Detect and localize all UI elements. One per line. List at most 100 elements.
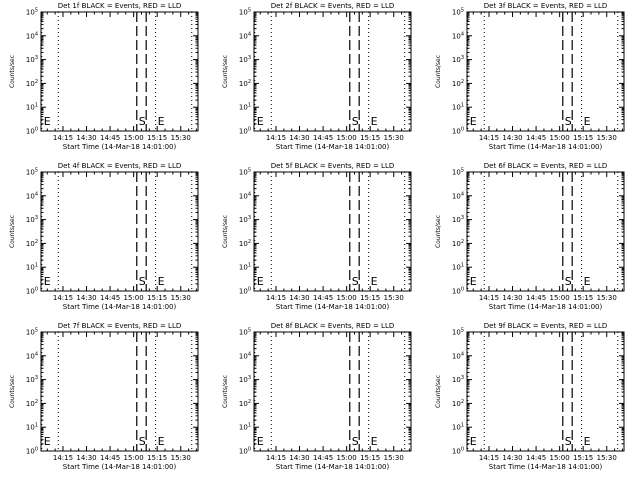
x-axis-label: Start Time (14-Mar-18 14:01:00)	[489, 303, 603, 311]
x-tick-label: 14:45	[526, 294, 546, 302]
y-tick-label: 101	[452, 103, 464, 112]
plot-frame	[40, 331, 199, 452]
detector-panel-3: Det 3f BLACK = Events, RED = LLD 100 101 10…	[435, 2, 625, 151]
y-tick-label: 104	[452, 191, 464, 200]
x-tick-label: 14:15	[53, 294, 73, 302]
y-tick-label: 102	[452, 79, 464, 88]
y-tick-label: 101	[26, 103, 38, 112]
y-tick-label: 103	[239, 55, 251, 64]
panel-title: Det 1f BLACK = Events, RED = LLD	[58, 2, 181, 10]
marker-label-e: E	[371, 275, 378, 288]
x-tick-label: 14:45	[100, 134, 120, 142]
marker-label-s: S	[139, 275, 146, 288]
x-tick-label: 15:30	[171, 134, 191, 142]
x-tick-label: 15:30	[171, 454, 191, 462]
detector-panel-5: Det 5f BLACK = Events, RED = LLD 100 101 10…	[222, 162, 412, 311]
marker-label-s: S	[565, 275, 572, 288]
y-tick-label: 100	[26, 127, 38, 136]
plot-frame	[466, 171, 625, 292]
x-axis-label: Start Time (14-Mar-18 14:01:00)	[276, 463, 390, 471]
x-tick-label: 14:15	[266, 454, 286, 462]
marker-label-e: E	[584, 115, 591, 128]
y-tick-label: 103	[26, 215, 38, 224]
y-tick-label: 105	[452, 168, 464, 177]
marker-label-e: E	[257, 115, 264, 128]
marker-label-e: E	[44, 115, 51, 128]
x-tick-label: 14:45	[100, 454, 120, 462]
x-tick-label: 15:00	[124, 134, 144, 142]
y-tick-label: 102	[452, 399, 464, 408]
x-axis-label: Start Time (14-Mar-18 14:01:00)	[489, 463, 603, 471]
panel-title: Det 8f BLACK = Events, RED = LLD	[271, 322, 394, 330]
x-tick-label: 15:30	[597, 134, 617, 142]
y-axis-label: Counts/sec	[222, 375, 229, 408]
y-tick-label: 105	[26, 328, 38, 337]
marker-label-e: E	[44, 435, 51, 448]
y-tick-label: 104	[239, 191, 251, 200]
y-tick-label: 101	[452, 263, 464, 272]
x-tick-label: 15:00	[550, 294, 570, 302]
x-tick-label: 15:15	[360, 294, 380, 302]
y-tick-label: 100	[239, 287, 251, 296]
x-tick-label: 14:15	[53, 454, 73, 462]
y-tick-label: 100	[239, 127, 251, 136]
x-tick-label: 15:00	[550, 454, 570, 462]
x-tick-label: 15:15	[573, 454, 593, 462]
marker-label-s: S	[565, 115, 572, 128]
panel-title: Det 7f BLACK = Events, RED = LLD	[58, 322, 181, 330]
y-axis-label: Counts/sec	[9, 55, 16, 88]
detector-panel-9: Det 9f BLACK = Events, RED = LLD 100 101 10…	[435, 322, 625, 471]
plot-frame	[466, 331, 625, 452]
y-tick-label: 104	[452, 351, 464, 360]
y-tick-label: 103	[452, 215, 464, 224]
x-tick-label: 14:30	[76, 294, 96, 302]
y-tick-label: 103	[452, 375, 464, 384]
x-tick-label: 14:45	[313, 294, 333, 302]
y-tick-label: 102	[239, 79, 251, 88]
y-tick-label: 101	[26, 423, 38, 432]
x-tick-label: 14:45	[100, 294, 120, 302]
y-tick-label: 100	[452, 127, 464, 136]
x-tick-label: 15:15	[360, 134, 380, 142]
y-tick-label: 101	[239, 263, 251, 272]
plot-frame	[253, 331, 412, 452]
marker-label-e: E	[470, 275, 477, 288]
y-tick-label: 101	[26, 263, 38, 272]
panel-title: Det 5f BLACK = Events, RED = LLD	[271, 162, 394, 170]
y-tick-label: 105	[239, 168, 251, 177]
y-tick-label: 105	[239, 8, 251, 17]
y-tick-label: 101	[452, 423, 464, 432]
y-tick-label: 102	[239, 399, 251, 408]
x-tick-label: 14:45	[526, 454, 546, 462]
x-tick-label: 14:30	[289, 134, 309, 142]
y-tick-label: 102	[26, 79, 38, 88]
y-tick-label: 103	[26, 55, 38, 64]
x-tick-label: 14:30	[502, 454, 522, 462]
y-axis-label: Counts/sec	[222, 215, 229, 248]
marker-label-e: E	[371, 435, 378, 448]
x-tick-label: 15:30	[597, 294, 617, 302]
x-tick-label: 15:00	[124, 454, 144, 462]
x-axis-label: Start Time (14-Mar-18 14:01:00)	[276, 143, 390, 151]
x-axis-label: Start Time (14-Mar-18 14:01:00)	[63, 143, 177, 151]
panel-title: Det 3f BLACK = Events, RED = LLD	[484, 2, 607, 10]
panel-title: Det 9f BLACK = Events, RED = LLD	[484, 322, 607, 330]
y-tick-label: 100	[26, 287, 38, 296]
x-tick-label: 15:15	[147, 294, 167, 302]
x-tick-label: 14:30	[289, 294, 309, 302]
x-tick-label: 14:45	[526, 134, 546, 142]
y-axis-label: Counts/sec	[435, 215, 442, 248]
x-tick-label: 15:30	[384, 294, 404, 302]
y-tick-label: 100	[452, 447, 464, 456]
y-tick-label: 104	[239, 31, 251, 40]
x-tick-label: 14:15	[479, 454, 499, 462]
detector-panel-2: Det 2f BLACK = Events, RED = LLD 100 101 10…	[222, 2, 412, 151]
marker-label-s: S	[352, 435, 359, 448]
plot-frame	[40, 11, 199, 132]
x-tick-label: 15:30	[384, 454, 404, 462]
x-tick-label: 14:45	[313, 134, 333, 142]
y-axis-label: Counts/sec	[222, 55, 229, 88]
x-tick-label: 15:30	[171, 294, 191, 302]
